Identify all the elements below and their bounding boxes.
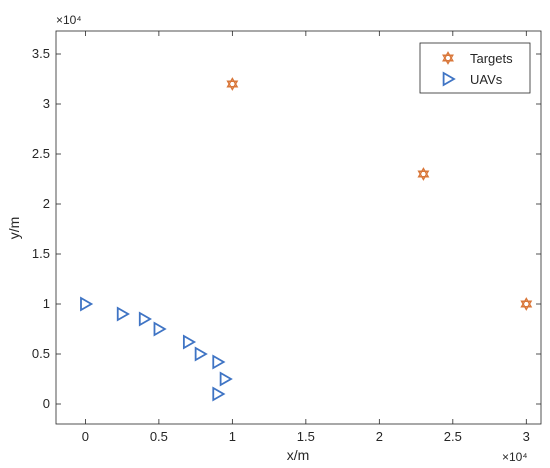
uav-point: [212, 386, 226, 402]
x-tick-label: 2: [376, 429, 383, 444]
x-axis-exponent: ×10⁴: [502, 450, 528, 464]
x-axis-ticks: 0 0.5 1 1.5 2 2.5 3: [82, 31, 530, 444]
target-point: [226, 77, 239, 91]
uav-point: [194, 346, 208, 362]
y-tick-label: 0.5: [32, 346, 50, 361]
y-tick-label: 2: [43, 196, 50, 211]
legend-box: [419, 42, 531, 94]
x-axis-label: x/m: [287, 447, 310, 463]
uav-point: [212, 354, 226, 370]
x-tick-label: 2.5: [444, 429, 462, 444]
uav-point: [116, 306, 130, 322]
legend-markers: [442, 51, 456, 87]
y-axis-label: y/m: [6, 217, 22, 240]
y-tick-label: 0: [43, 396, 50, 411]
y-tick-label: 3: [43, 96, 50, 111]
y-axis-ticks: 0 0.5 1 1.5 2 2.5 3 3.5: [32, 46, 541, 411]
y-tick-label: 1: [43, 296, 50, 311]
y-tick-label: 3.5: [32, 46, 50, 61]
legend: Targets UAVs: [419, 42, 531, 94]
x-tick-label: 0: [82, 429, 89, 444]
legend-label-targets: Targets: [470, 51, 513, 66]
uav-point: [80, 296, 94, 312]
target-point: [417, 167, 430, 181]
x-tick-label: 1: [229, 429, 236, 444]
y-axis-exponent: ×10⁴: [56, 13, 82, 27]
uav-point: [182, 334, 197, 350]
uav-point: [153, 321, 167, 337]
plot-area: [55, 30, 542, 425]
x-tick-label: 0.5: [150, 429, 168, 444]
x-tick-label: 1.5: [297, 429, 315, 444]
x-tick-label: 3: [523, 429, 530, 444]
target-point: [520, 297, 533, 311]
y-tick-label: 2.5: [32, 146, 50, 161]
legend-marker-uavs: [442, 71, 456, 87]
uav-point: [219, 371, 233, 387]
legend-label-uavs: UAVs: [470, 72, 503, 87]
y-tick-label: 1.5: [32, 246, 50, 261]
uav-point: [138, 311, 152, 327]
legend-marker-targets: [442, 51, 454, 65]
data-marks: [80, 77, 533, 402]
